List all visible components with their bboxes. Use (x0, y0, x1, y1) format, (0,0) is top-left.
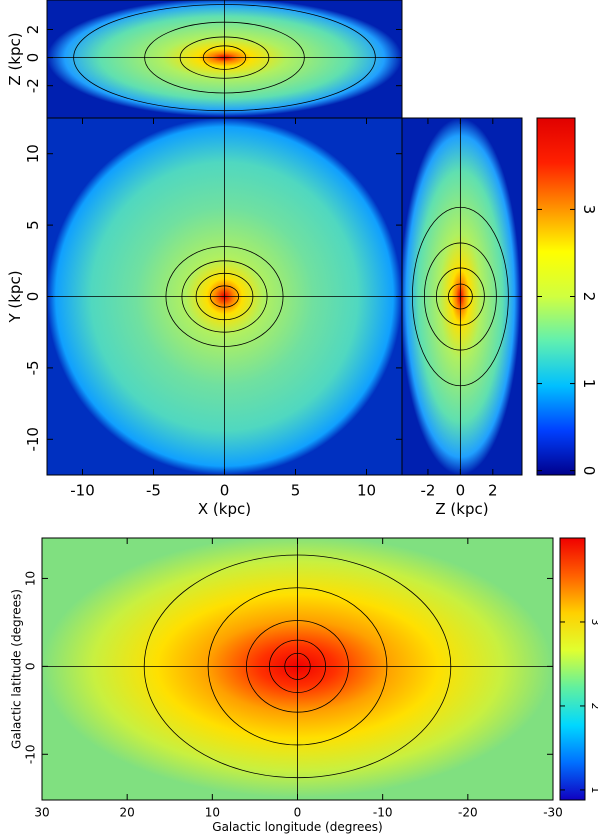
x-tick-label: 5 (291, 482, 301, 500)
x-tick-label: 20 (120, 806, 135, 820)
x-tick-label: -10 (373, 806, 393, 820)
y-tick-label: 2 (24, 25, 42, 35)
panel: 1 2 3 (559, 537, 598, 801)
y-tick-label: 0 (24, 663, 38, 671)
y-tick-label: 5 (24, 220, 42, 230)
frame (401, 117, 523, 476)
y-tick-label: -10 (24, 427, 42, 452)
x-axis-label: Galactic longitude (degrees) (212, 820, 382, 834)
panel: -10 -5 0 5 10 10 5 0 -5 -10 X (kpc) Y (kpc) (6, 117, 403, 518)
x-tick-label: 0 (220, 482, 230, 500)
y-axis-label: Galactic latitude (degrees) (9, 589, 23, 749)
panel: 2 0 -2Z (kpc) (6, 0, 403, 119)
y-tick-label: -5 (24, 360, 42, 375)
x-tick-label: -2 (420, 482, 435, 500)
y-tick-label: 0 (24, 292, 42, 302)
panel: -2 0 2Z (kpc) (401, 117, 523, 518)
x-tick-label: -30 (543, 806, 563, 820)
y-tick-label: -2 (24, 78, 42, 93)
x-tick-label: -20 (458, 806, 478, 820)
y-tick-label: 3 (580, 205, 598, 215)
y-tick-label: 1 (589, 786, 598, 793)
x-tick-label: 0 (294, 806, 302, 820)
colorbar (536, 117, 576, 476)
x-tick-label: 30 (34, 806, 49, 820)
y-tick-label: 10 (24, 571, 38, 586)
y-axis-label: Z (kpc) (6, 32, 24, 85)
x-tick-label: -10 (70, 482, 95, 500)
x-axis-label: Z (kpc) (435, 500, 488, 518)
y-axis-label: Y (kpc) (6, 270, 24, 323)
y-tick-label: -10 (24, 744, 38, 764)
y-tick-label: 10 (24, 144, 42, 163)
x-tick-label: 10 (205, 806, 220, 820)
x-axis-label: X (kpc) (198, 500, 251, 518)
colorbar (559, 537, 586, 801)
panel: 0 1 2 3 (536, 117, 598, 476)
y-tick-label: 3 (589, 618, 598, 625)
x-tick-label: 0 (456, 482, 466, 500)
y-tick-label: 0 (24, 53, 42, 63)
y-tick-label: 2 (580, 292, 598, 302)
x-tick-label: 10 (357, 482, 376, 500)
x-tick-label: -5 (146, 482, 161, 500)
y-tick-label: 1 (580, 379, 598, 389)
y-tick-label: 0 (580, 466, 598, 476)
y-tick-label: 2 (589, 702, 598, 709)
x-tick-label: 2 (488, 482, 498, 500)
